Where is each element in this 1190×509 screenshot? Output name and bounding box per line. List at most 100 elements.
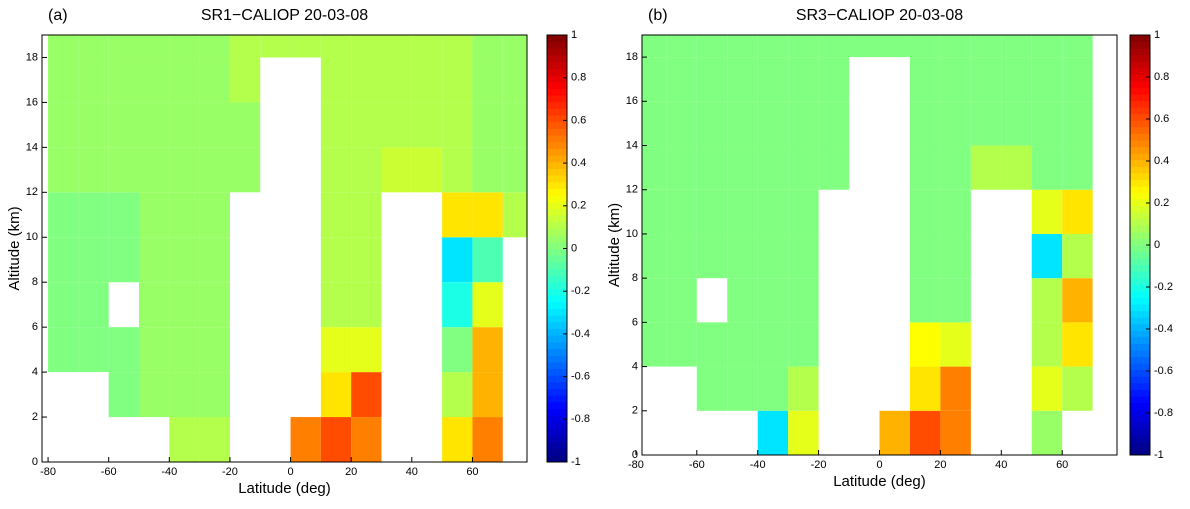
colorbar-swatch [547,301,567,310]
colorbar-swatch [547,381,567,390]
heat-cell [320,35,352,58]
x-tick-label: 40 [406,466,418,478]
x-tick-label: -80 [628,459,644,471]
heat-cell [1062,145,1093,190]
colorbar-swatch [547,248,567,256]
colorbar-swatch [1130,409,1150,417]
heat-cell [1062,366,1093,411]
heat-cell [642,233,667,279]
heat-cell [169,35,200,58]
heat-cell [666,57,697,102]
colorbar-tick-label: -0.2 [1154,281,1173,293]
heat-cell [472,417,503,462]
y-tick-label: 12 [26,186,38,198]
y-tick-label: 4 [32,366,38,378]
heat-cell [78,35,109,58]
heat-cell [169,102,200,148]
colorbar-swatch [547,241,567,249]
heat-cell [48,57,79,103]
heat-cell [666,278,697,323]
heat-cell [381,35,412,58]
colorbar-swatch [547,41,567,49]
heat-cell [696,366,728,411]
colorbar-swatch [1130,48,1150,56]
heat-cell [642,101,667,146]
heat-cell [970,145,1002,190]
colorbar-swatch [1130,448,1150,456]
heat-cell [1031,189,1063,234]
colorbar-swatch [1130,67,1150,75]
heat-cell [78,282,109,328]
heat-cell [320,102,352,148]
colorbar-swatch [1130,264,1150,272]
heat-cell [940,410,971,455]
colorbar-swatch [547,448,567,456]
x-tick-label: -20 [222,466,238,478]
x-tick-label: 0 [288,466,294,478]
colorbar-swatch [547,368,567,376]
heat-cell [108,237,139,283]
heat-cell [411,102,443,148]
heat-cell [696,35,728,58]
colorbar-tick-label: 1 [1154,29,1160,41]
heat-cell [199,282,230,328]
colorbar-tick-label: 0.2 [1154,197,1169,209]
x-tick-label: -80 [40,466,56,478]
y-axis-label: Altitude (km) [606,203,623,287]
heat-cell [169,147,200,193]
heat-cell [940,101,971,146]
colorbar-swatch [547,395,567,403]
colorbar-swatch [1130,422,1150,430]
colorbar-swatch [547,135,567,143]
heat-cell [940,322,971,367]
colorbar-swatch [547,321,567,330]
colorbar-swatch [547,188,567,196]
heat-cell [169,192,200,238]
panel-label: (a) [48,7,68,24]
heat-cell [642,189,667,234]
heat-cell [666,101,697,146]
heat-cell [788,189,819,234]
heat-cell [169,282,200,328]
colorbar-swatch [1130,199,1150,207]
colorbar-tick-label: 0.6 [571,114,586,126]
colorbar-swatch [1130,100,1150,108]
colorbar-swatch [1130,395,1150,403]
colorbar-swatch [547,175,567,183]
colorbar-swatch [547,228,567,236]
heat-cell [320,327,352,373]
colorbar-swatch [1130,310,1150,318]
heat-cell [666,233,697,279]
heat-cell [351,417,382,462]
plot-frame [41,34,528,463]
colorbar-tick-label: -0.2 [571,285,590,297]
heat-cell [940,57,971,102]
colorbar-swatch [1130,166,1150,174]
heat-cell [320,237,352,283]
colorbar-swatch [1130,41,1150,49]
colorbar-swatch [547,415,567,423]
heat-cell [727,101,758,146]
heat-cell [909,278,941,323]
heat-cell [108,372,139,418]
x-tick-label: 0 [876,459,882,471]
heat-cell [199,57,230,103]
heat-cell [442,282,473,328]
x-axis-label: Latitude (deg) [833,473,926,490]
colorbar-swatch [547,75,567,83]
heat-cell [909,410,941,455]
heat-cell [788,145,819,190]
colorbar-swatch [1130,218,1150,226]
y-tick-label: 14 [26,141,38,153]
heat-cell [139,147,170,193]
heat-cell [788,322,819,367]
colorbar-swatch [1130,415,1150,423]
colorbar-swatch [547,275,567,283]
chart-title: SR1−CALIOP 20-03-08 [201,7,368,24]
colorbar-swatch [1130,402,1150,410]
heat-cell [788,233,819,279]
heat-cell [502,35,527,58]
colorbar-swatch [1130,245,1150,253]
heat-cell [320,417,352,462]
heat-cell [757,233,789,279]
